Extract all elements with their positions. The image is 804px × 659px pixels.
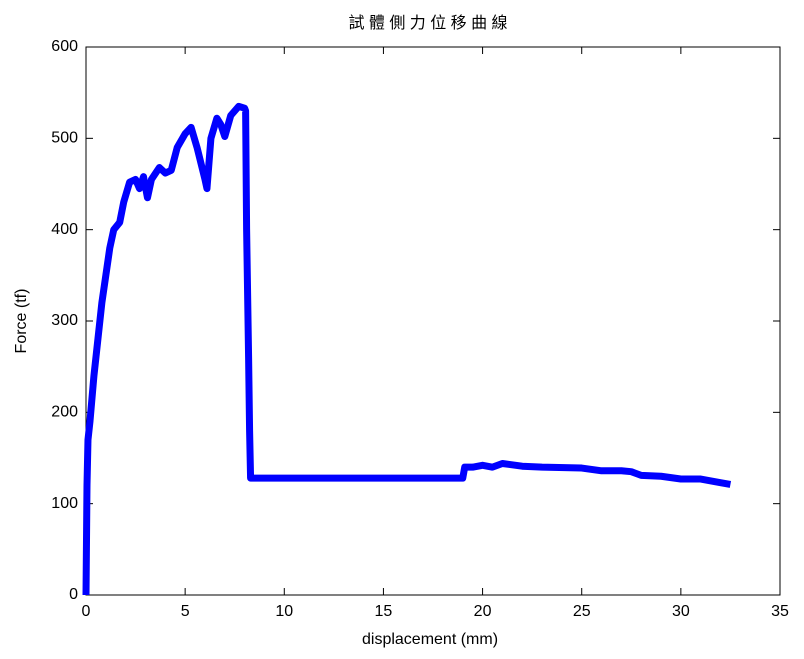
x-tick-label: 15 (375, 603, 393, 620)
x-tick-label: 30 (672, 603, 690, 620)
y-tick-label: 500 (51, 130, 78, 147)
x-axis-label: displacement (mm) (362, 631, 498, 648)
y-axis-label: Force (tf) (13, 289, 30, 354)
chart-title: 試 體 側 力 位 移 曲 線 (348, 14, 507, 32)
x-tick-label: 5 (181, 603, 190, 620)
data-line (82, 102, 732, 596)
y-tick-label: 600 (51, 38, 78, 55)
y-tick-label: 0 (69, 586, 78, 603)
y-tick-label: 200 (51, 404, 78, 421)
y-tick-label: 400 (51, 221, 78, 238)
x-tick-label: 0 (82, 603, 91, 620)
x-tick-label: 25 (573, 603, 591, 620)
x-tick-label: 35 (771, 603, 789, 620)
plot-area (85, 46, 781, 596)
y-tick-label: 100 (51, 495, 78, 512)
x-tick-label: 20 (474, 603, 492, 620)
x-tick-label: 10 (275, 603, 293, 620)
y-tick-label: 300 (51, 312, 78, 329)
